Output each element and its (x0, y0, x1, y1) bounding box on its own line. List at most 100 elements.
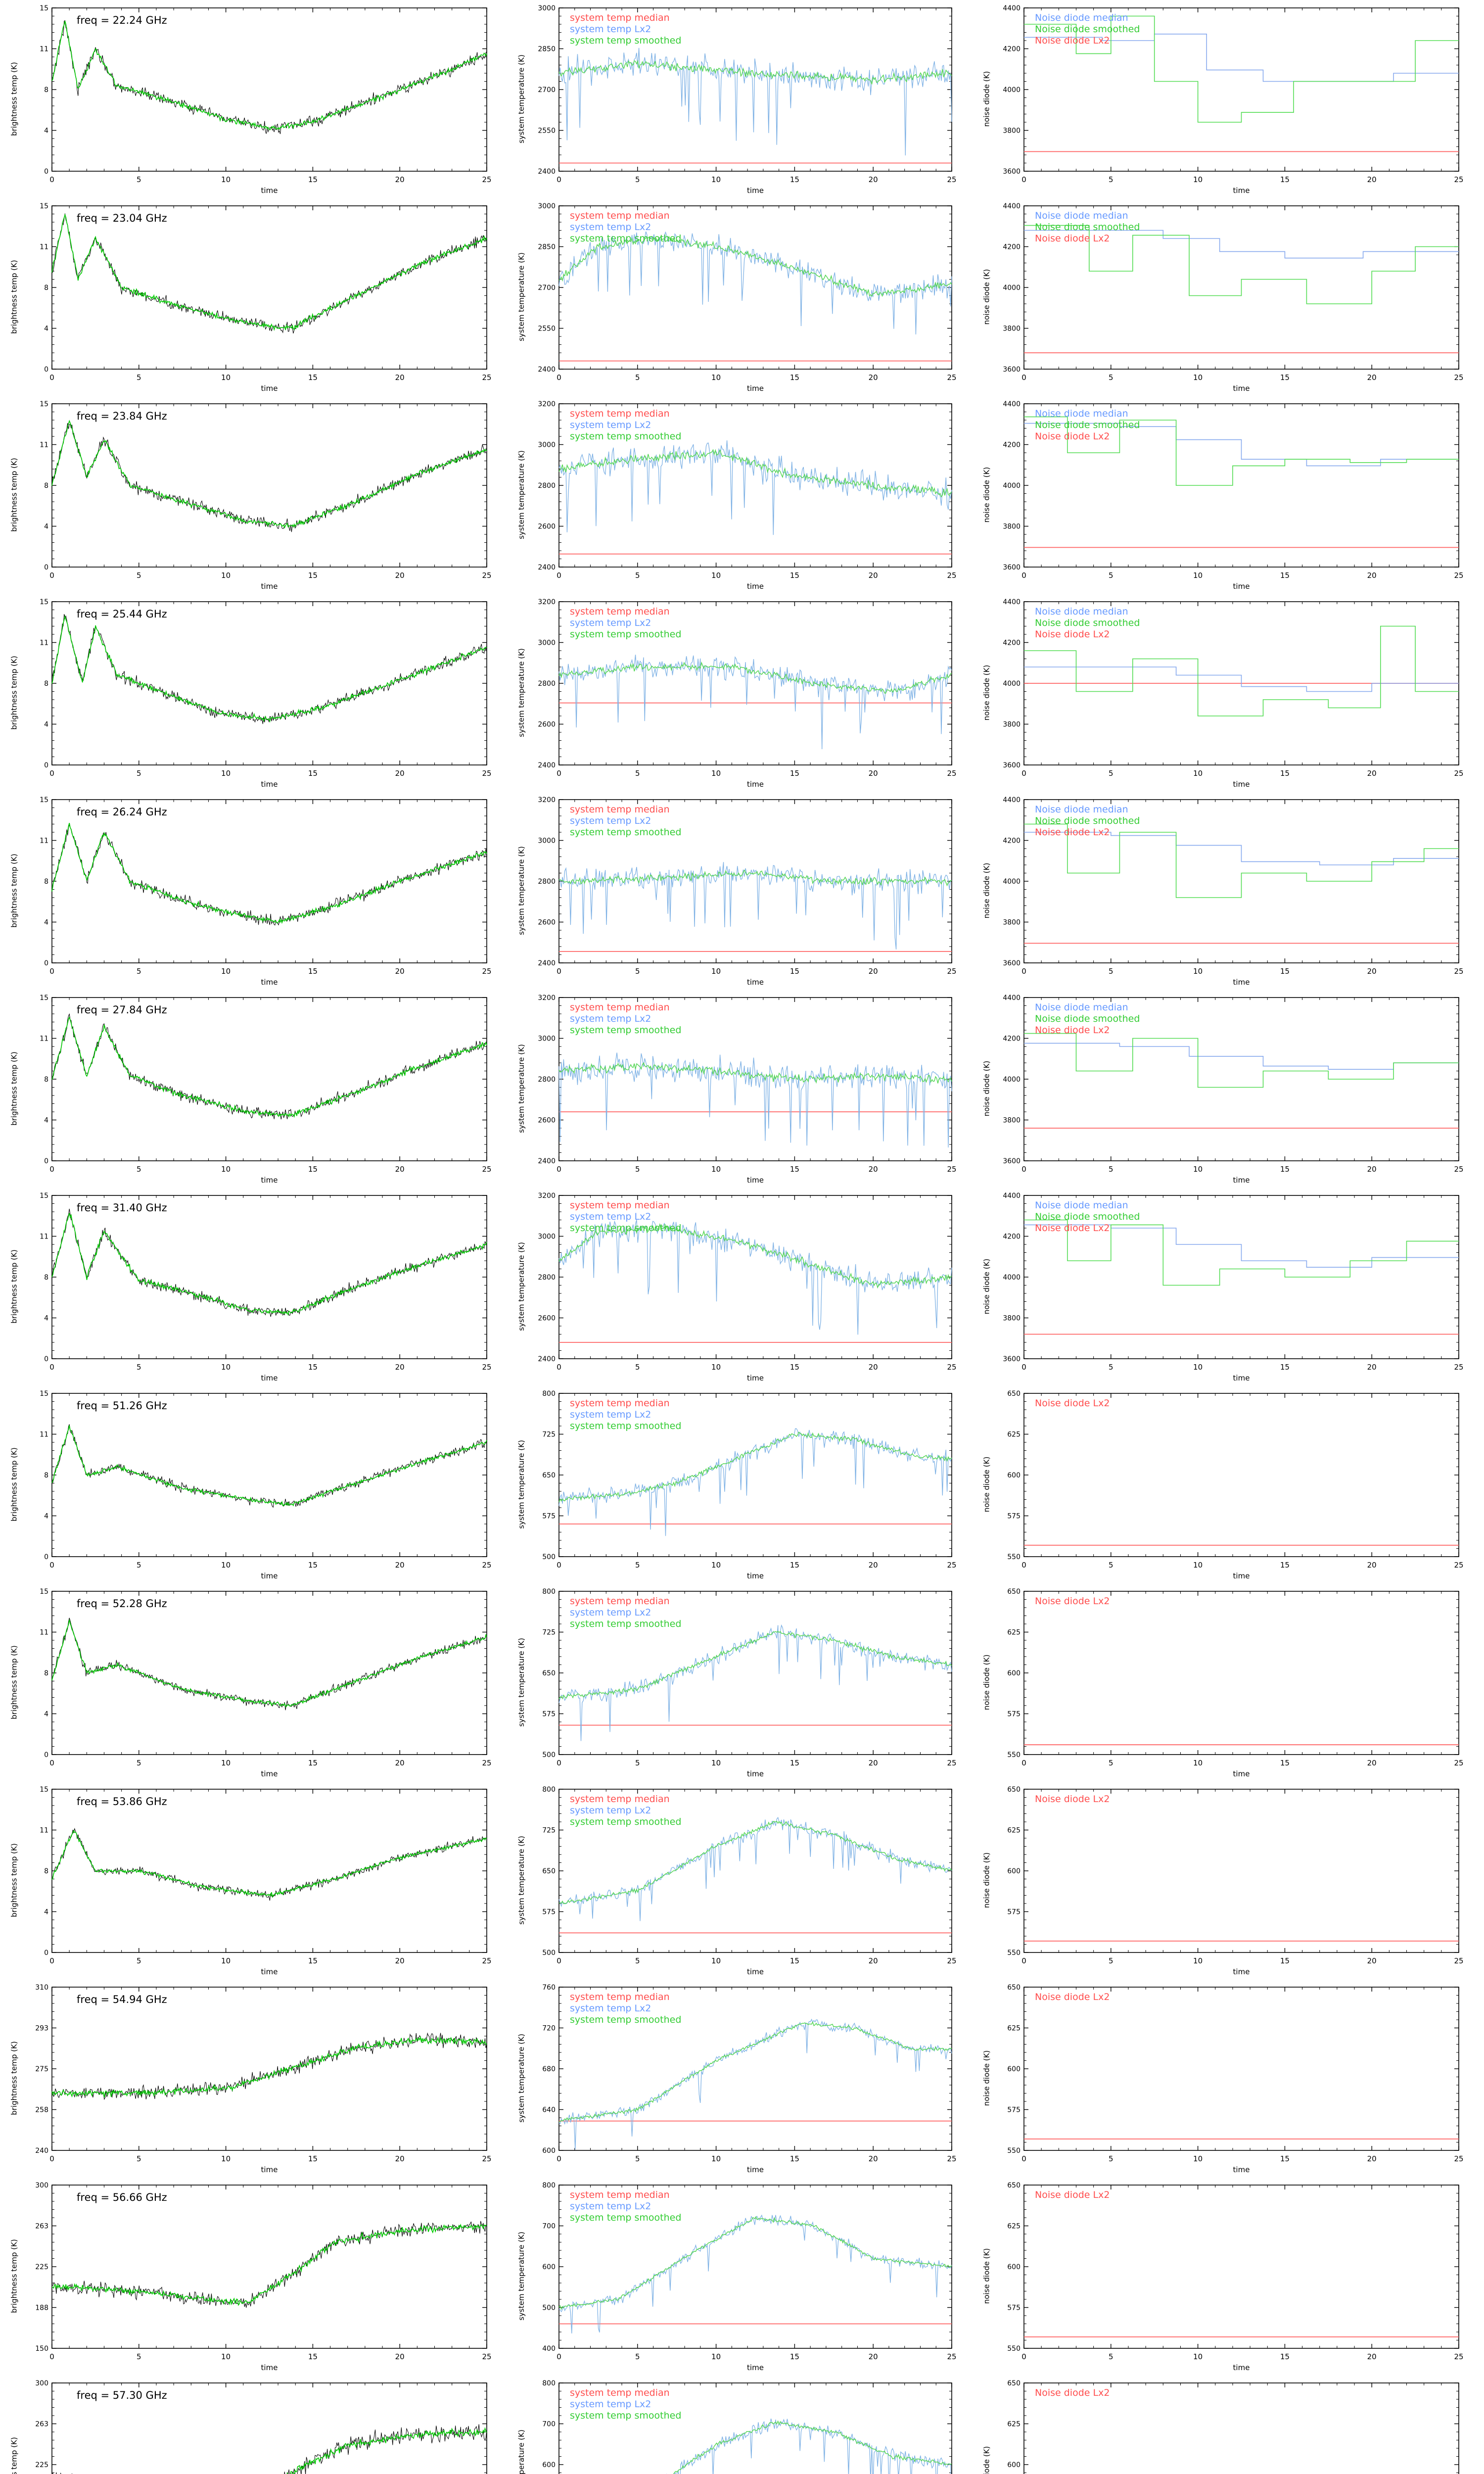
svg-text:5: 5 (137, 1759, 141, 1767)
svg-text:20: 20 (395, 1759, 405, 1767)
svg-text:4: 4 (44, 1711, 48, 1718)
y-axis-title: brightness temp (K) (10, 62, 19, 136)
y-axis-title: brightness temp (K) (10, 1843, 19, 1917)
svg-text:15: 15 (308, 1956, 318, 1965)
y-axis-label: noise diode (K) (979, 665, 993, 721)
svg-text:10: 10 (1193, 1165, 1203, 1174)
legend-entry: system temp median (570, 408, 670, 419)
noise-diode-plot-row1: 0 5 10 15 20 25 3600 3800 4000 4200 4400 time Noise … (1003, 202, 1463, 393)
svg-text:600: 600 (1007, 1867, 1020, 1875)
brightness-plot-row10: 0 5 10 15 20 25 240 258 275 293 310 time freq = 54.9… (35, 1984, 491, 2174)
y-axis-label: brightness temp (K) (7, 656, 21, 729)
svg-text:25: 25 (1454, 1561, 1463, 1570)
svg-text:575: 575 (1007, 1711, 1020, 1718)
svg-text:550: 550 (1007, 2345, 1020, 2353)
freq-label: freq = 54.94 GHz (77, 1994, 167, 2005)
svg-text:15: 15 (1280, 1165, 1290, 1174)
svg-text:4400: 4400 (1003, 202, 1020, 210)
y-axis-title: system temperature (K) (517, 2034, 526, 2123)
svg-text:500: 500 (542, 1949, 556, 1957)
y-axis-title: system temperature (K) (517, 2232, 526, 2321)
svg-text:25: 25 (482, 571, 491, 580)
svg-text:10: 10 (221, 571, 231, 580)
plot-cell-r3-c3: noise diode (K) 0 5 10 15 20 25 3600 3800 4000 42… (979, 594, 1477, 792)
svg-text:2400: 2400 (538, 1157, 556, 1165)
svg-text:5: 5 (635, 571, 640, 580)
svg-text:15: 15 (308, 571, 318, 580)
svg-text:20: 20 (1367, 1561, 1377, 1570)
plot-cell-r7-c1: brightness temp (K) 0 5 10 15 20 25 0 4 8 11 15 tim… (7, 1385, 505, 1583)
svg-text:3800: 3800 (1003, 721, 1020, 729)
svg-text:0: 0 (49, 769, 54, 778)
legend-entry: Noise diode smoothed (1035, 1013, 1140, 1024)
legend-entry: Noise diode smoothed (1035, 618, 1140, 628)
y-axis-title: brightness temp (K) (10, 1249, 19, 1324)
svg-text:25: 25 (1454, 2352, 1463, 2361)
svg-text:time: time (747, 978, 764, 987)
svg-text:2550: 2550 (538, 325, 556, 333)
svg-text:10: 10 (711, 1165, 721, 1174)
svg-text:0: 0 (49, 2352, 54, 2361)
svg-text:550: 550 (1007, 2147, 1020, 2155)
svg-text:550: 550 (1007, 1949, 1020, 1957)
svg-text:575: 575 (1007, 1513, 1020, 1521)
svg-text:25: 25 (947, 2154, 956, 2163)
svg-text:800: 800 (542, 1390, 556, 1398)
svg-text:575: 575 (1007, 2106, 1020, 2114)
svg-text:600: 600 (542, 2147, 556, 2155)
system-temp-plot-row3: 0 5 10 15 20 25 2400 2600 2800 3000 3200 time system… (538, 598, 956, 789)
freq-label: freq = 27.84 GHz (77, 1004, 167, 1016)
svg-text:4000: 4000 (1003, 86, 1020, 94)
svg-text:5: 5 (635, 2154, 640, 2163)
svg-text:0: 0 (44, 366, 48, 374)
y-axis-label: system temperature (K) (514, 1044, 528, 1133)
y-axis-title: noise diode (K) (982, 2050, 991, 2106)
legend-entry: Noise diode Lx2 (1035, 233, 1110, 244)
svg-text:11: 11 (40, 1629, 48, 1637)
svg-text:10: 10 (1193, 175, 1203, 184)
svg-text:0: 0 (556, 1956, 561, 1965)
svg-text:8: 8 (44, 1076, 48, 1084)
svg-text:0: 0 (49, 2154, 54, 2163)
svg-text:8: 8 (44, 1472, 48, 1479)
svg-text:2600: 2600 (538, 1315, 556, 1323)
svg-text:2600: 2600 (538, 1117, 556, 1125)
svg-text:4200: 4200 (1003, 441, 1020, 449)
legend-entry: system temp smoothed (570, 2212, 681, 2223)
svg-text:0: 0 (1021, 2154, 1026, 2163)
plot-cell-r0-c1: brightness temp (K) 0 5 10 15 20 25 0 4 8 11 15 tim… (7, 0, 505, 198)
legend-entry: system temp smoothed (570, 1223, 681, 1234)
y-axis-label: system temperature (K) (514, 1440, 528, 1529)
legend-entry: system temp median (570, 1992, 670, 2002)
y-axis-label: brightness temp (K) (7, 2041, 21, 2115)
legend-entry: Noise diode Lx2 (1035, 2387, 1110, 2398)
y-axis-title: brightness temp (K) (10, 458, 19, 532)
legend-entry: system temp smoothed (570, 1618, 681, 1629)
svg-text:25: 25 (482, 373, 491, 382)
svg-text:3000: 3000 (538, 202, 556, 210)
svg-text:5: 5 (1109, 967, 1113, 976)
legend-entry: Noise diode median (1035, 1002, 1128, 1013)
svg-text:time: time (261, 1967, 278, 1976)
svg-text:5: 5 (137, 175, 141, 184)
svg-text:4: 4 (44, 919, 48, 927)
legend-entry: Noise diode median (1035, 1200, 1128, 1211)
y-axis-label: noise diode (K) (979, 269, 993, 325)
svg-text:15: 15 (308, 769, 318, 778)
svg-text:5: 5 (137, 2352, 141, 2361)
svg-text:0: 0 (1021, 967, 1026, 976)
svg-text:500: 500 (542, 1553, 556, 1561)
svg-text:600: 600 (1007, 2065, 1020, 2073)
svg-text:3000: 3000 (538, 837, 556, 845)
y-axis-title: noise diode (K) (982, 2446, 991, 2474)
svg-text:500: 500 (542, 1751, 556, 1759)
svg-text:20: 20 (395, 2352, 405, 2361)
svg-text:4: 4 (44, 1117, 48, 1125)
svg-text:20: 20 (869, 175, 878, 184)
system-temp-plot-row11: 0 5 10 15 20 25 400 500 600 700 800 time system temp… (542, 2182, 956, 2372)
svg-text:10: 10 (221, 1759, 231, 1767)
y-axis-label: brightness temp (K) (7, 1447, 21, 1521)
legend-entry: system temp Lx2 (570, 2003, 651, 2014)
svg-text:263: 263 (35, 2223, 48, 2231)
